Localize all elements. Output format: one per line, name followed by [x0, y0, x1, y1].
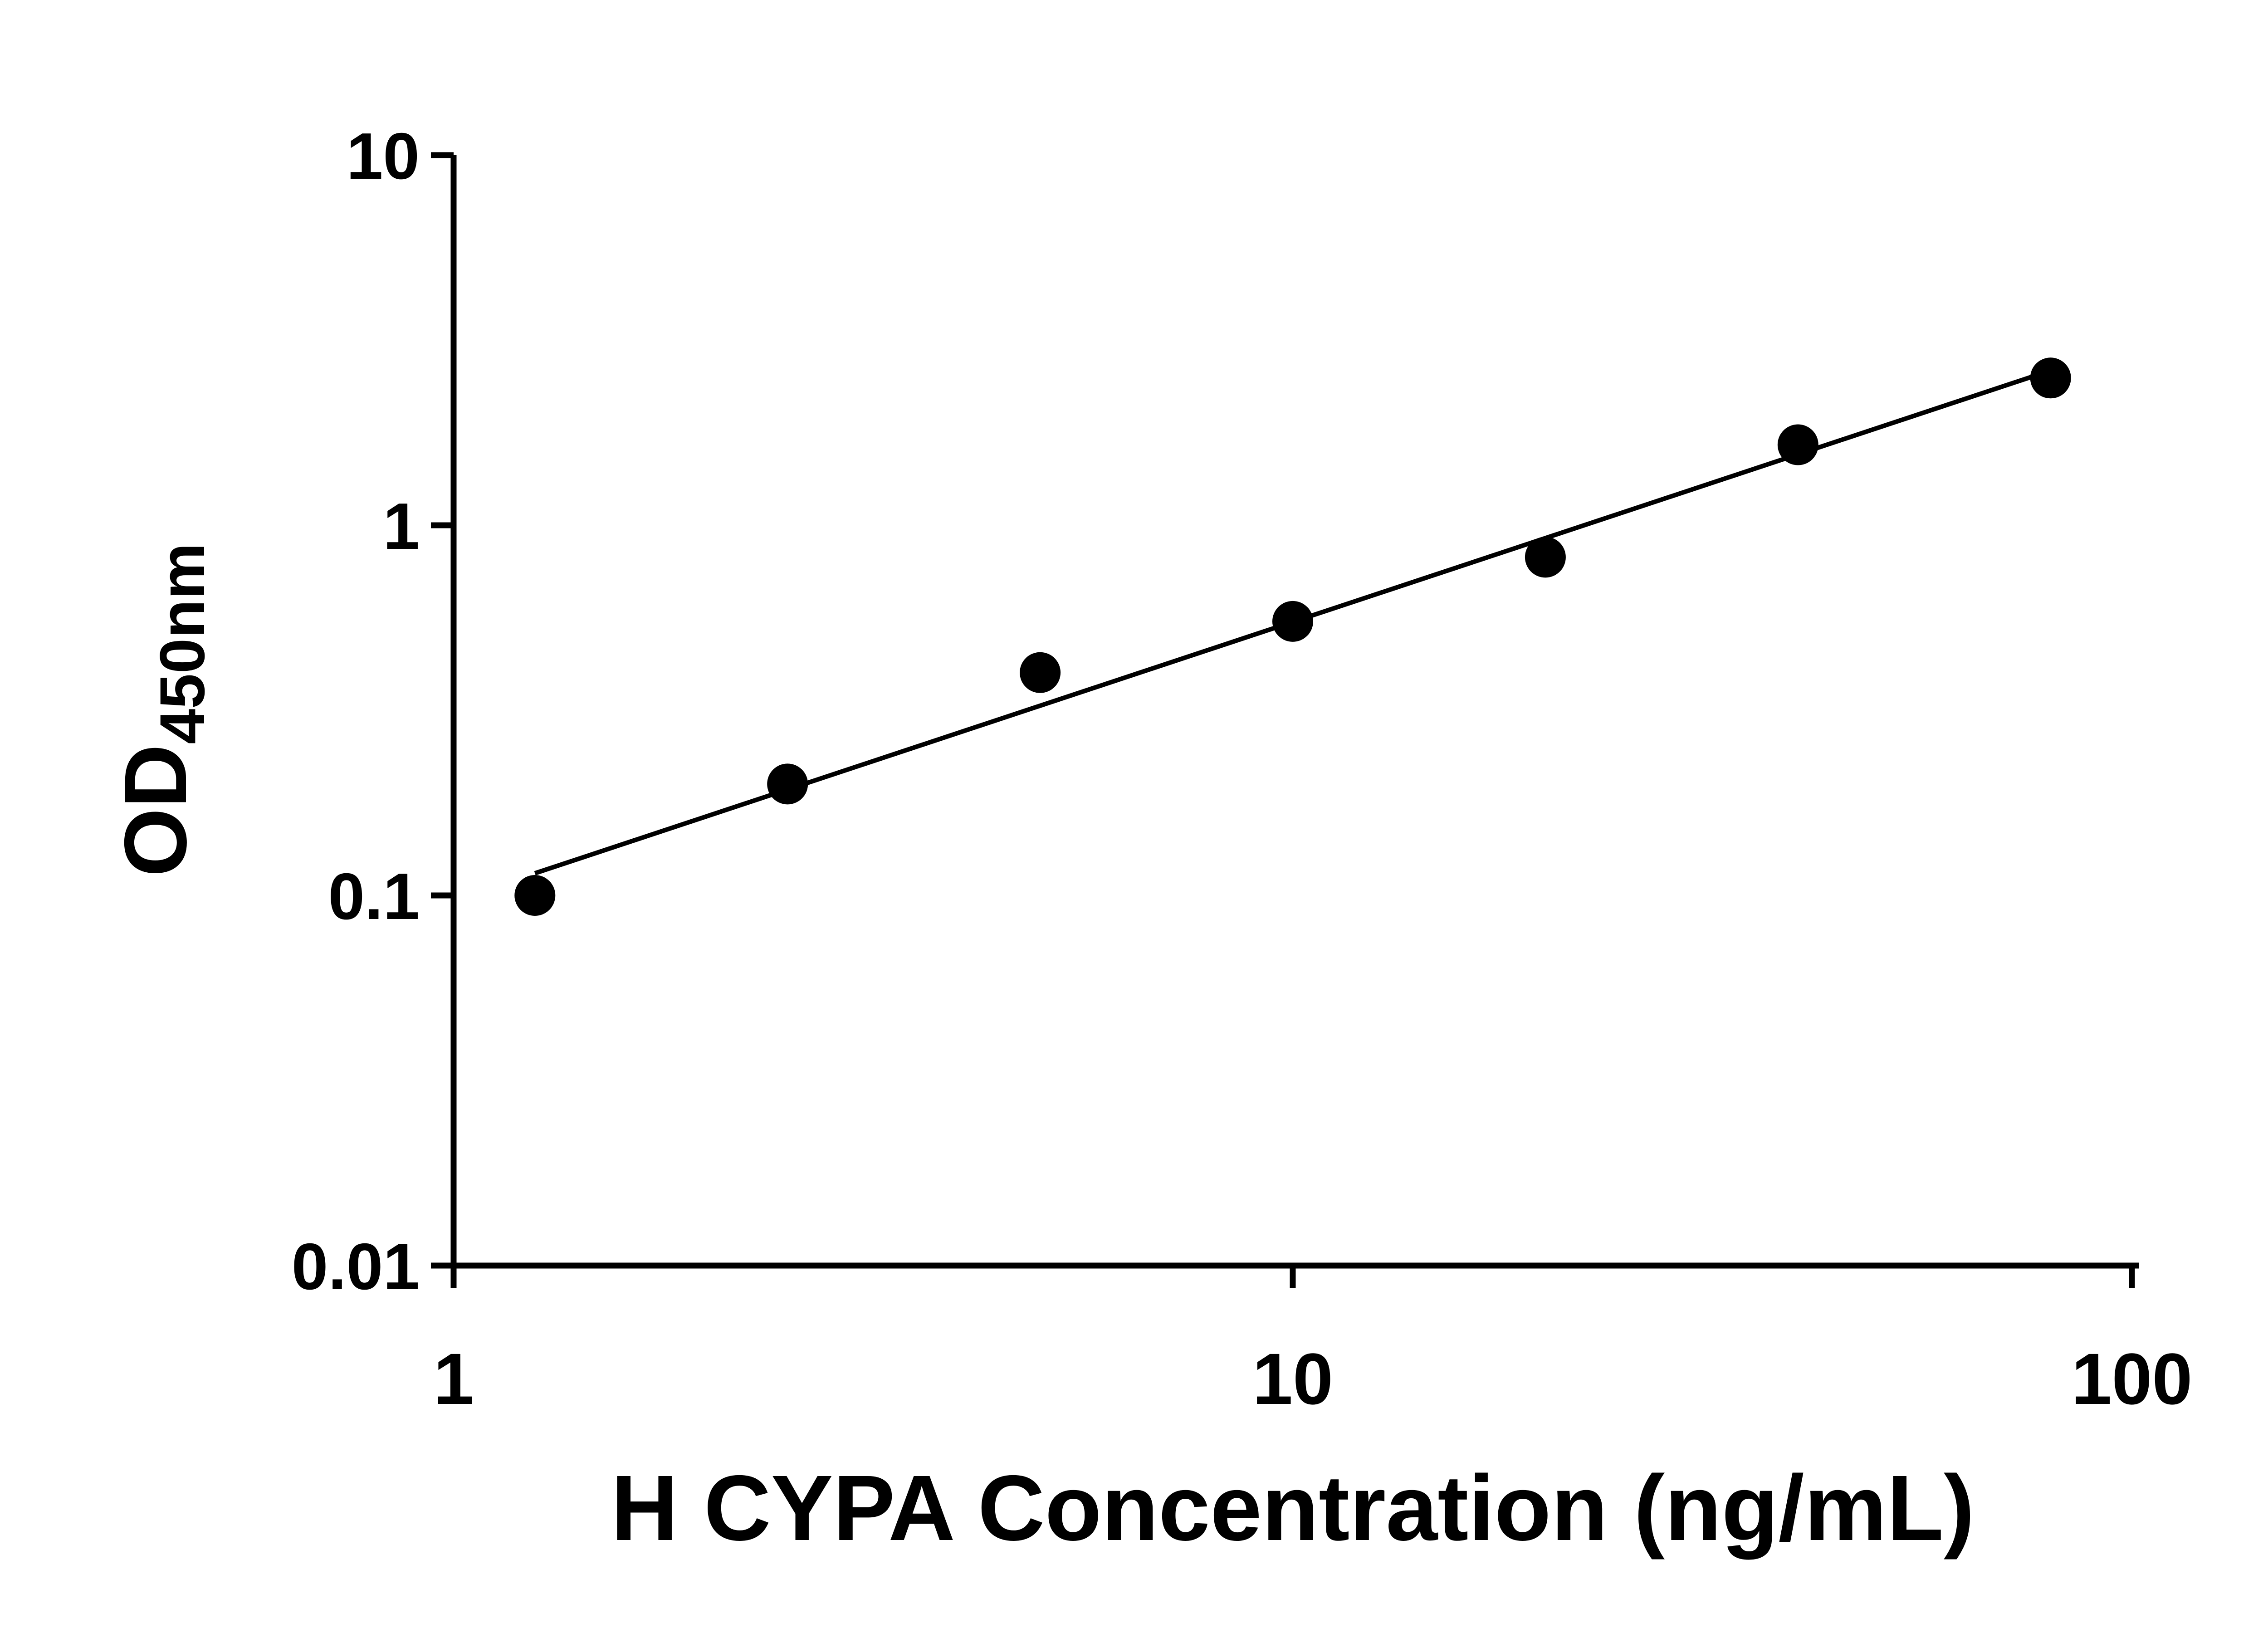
y-tick-label: 0.1 [328, 860, 420, 933]
y-axis-title: OD450nm [106, 543, 218, 877]
x-tick-label: 1 [434, 1338, 474, 1419]
x-tick-label: 100 [2072, 1338, 2193, 1419]
data-point [514, 875, 556, 916]
y-tick-label: 1 [383, 489, 420, 563]
y-tick-label: 0.01 [292, 1230, 420, 1303]
y-axis-title-subscript: 450nm [147, 543, 218, 744]
data-point [767, 763, 808, 805]
axes [450, 155, 2139, 1269]
data-point [1272, 601, 1313, 642]
x-tick-label: 10 [1252, 1338, 1333, 1419]
data-point [1525, 537, 1566, 578]
plot-layer: 1 10 100 10 1 0.1 0.01 [292, 119, 2193, 1419]
x-axis-title: H CYPA Concentration (ng/mL) [611, 1456, 1975, 1560]
y-tick-label: 10 [347, 119, 420, 193]
y-axis-title-main: OD [106, 744, 205, 877]
data-point [1020, 652, 1061, 693]
data-point [2030, 357, 2071, 399]
data-point [1777, 424, 1818, 465]
